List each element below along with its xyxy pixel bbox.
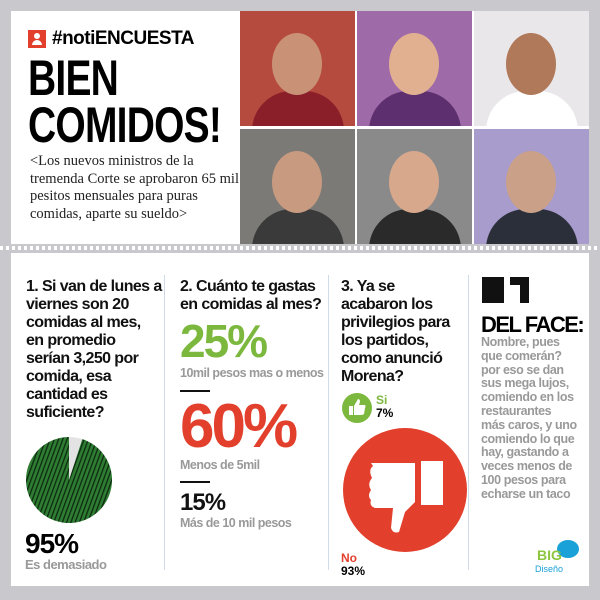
text-line: veces menos de (481, 459, 572, 474)
big-diseno-logo: BIG Diseño (535, 540, 585, 578)
portrait-photo (357, 11, 472, 126)
photo-grid (240, 11, 589, 244)
column-divider (164, 275, 165, 570)
no-percent: 93% (341, 564, 366, 578)
face-comment: Nombre, pues que comerán? por eso se dan su… (481, 335, 591, 502)
text-line: 3. Ya se (341, 278, 395, 295)
no-label: No (341, 551, 357, 565)
question-2: 2. Cuánto te gastas en comidas al mes? (180, 278, 325, 314)
answer-25-percent: 25% (180, 315, 268, 367)
text-line: comidas al mes, (26, 314, 141, 331)
thumbs-down-icon (343, 428, 467, 552)
headline-line-2: COMIDOS! (28, 97, 222, 153)
text-line: comida, esa (26, 368, 112, 385)
text-line: que comerán? (481, 348, 562, 363)
text-line: serían 3,250 por (26, 350, 139, 367)
text-line: restaurantes (481, 403, 552, 418)
question-2-text: 2. Cuánto te gastas en comidas al mes? (180, 278, 325, 314)
logo-subtext: Diseño (535, 564, 564, 574)
text-line: hay, gastando a (481, 445, 569, 460)
answer-15-percent: 15% (180, 489, 226, 516)
text-line: comiendo en los (481, 390, 574, 405)
text-line: sus mega lujos, (481, 376, 569, 391)
text-line: en promedio (26, 332, 116, 349)
question-3-text: 3. Ya se acabaron los privilegios para los … (341, 278, 466, 386)
yes-label: Si (376, 393, 388, 407)
question-1: 1. Si van de lunes a viernes son 20 comida… (26, 278, 166, 422)
question-1-label: Es demasiado (25, 557, 107, 572)
answer-60-label: Menos de 5mil (180, 458, 260, 472)
text-line: suficiente? (26, 404, 104, 421)
column-divider (468, 275, 469, 570)
elephant-icon (557, 540, 579, 558)
yes-percent: 7% (376, 406, 394, 420)
answer-25-label: 10mil pesos mas o menos (180, 366, 324, 380)
text-line: los partidos, (341, 332, 429, 349)
text-line: Morena? (341, 368, 404, 385)
headline-line-1: BIEN (28, 50, 119, 106)
question-1-percent: 95% (25, 528, 79, 559)
separator (180, 390, 210, 392)
face-title: DEL FACE: (481, 312, 585, 337)
text-line: acabaron los (341, 296, 433, 313)
text-line: en comidas al mes? (180, 296, 322, 313)
text-line: viernes son 20 (26, 296, 129, 313)
logo-text: BIG (537, 547, 562, 563)
pie-slice-main (26, 437, 112, 523)
answer-15-label: Más de 10 mil pesos (180, 516, 292, 530)
text-line: como anunció (341, 350, 443, 367)
text-line: por eso se dan (481, 362, 564, 377)
text-line: privilegios para (341, 314, 450, 331)
portrait-photo (474, 11, 589, 126)
column-divider (328, 275, 329, 570)
headline: BIEN COMIDOS! (28, 50, 222, 153)
answer-60-percent: 60% (180, 392, 298, 461)
subtitle: <Los nuevos ministros de la tremenda Cor… (30, 153, 239, 222)
question-3: 3. Ya se acabaron los privilegios para los … (341, 278, 466, 386)
text-line: echarse un taco (481, 486, 571, 501)
text-line: 100 pesos para (481, 472, 566, 487)
portrait-photo (474, 129, 589, 244)
question-1-pie (26, 437, 112, 523)
text-line: Nombre, pues (481, 335, 560, 349)
text-line: 1. Si van de lunes a (26, 278, 162, 295)
portrait-photo (240, 11, 355, 126)
survey-panel (11, 253, 589, 586)
user-icon (28, 30, 46, 48)
dashed-divider (0, 246, 600, 250)
portrait-photo (240, 129, 355, 244)
hashtag-label: #notiENCUESTA (28, 28, 194, 50)
question-1-text: 1. Si van de lunes a viernes son 20 comida… (26, 278, 166, 422)
text-line: comiendo lo que (481, 431, 575, 446)
thumbs-up-icon (342, 393, 372, 423)
text-line: más caros, y uno (481, 417, 577, 432)
portrait-photo (357, 129, 472, 244)
text-line: 2. Cuánto te gastas (180, 278, 316, 295)
hashtag-text: #notiENCUESTA (52, 28, 194, 49)
facebook-icon (482, 277, 529, 303)
text-line: cantidad es (26, 386, 108, 403)
separator (180, 481, 210, 483)
